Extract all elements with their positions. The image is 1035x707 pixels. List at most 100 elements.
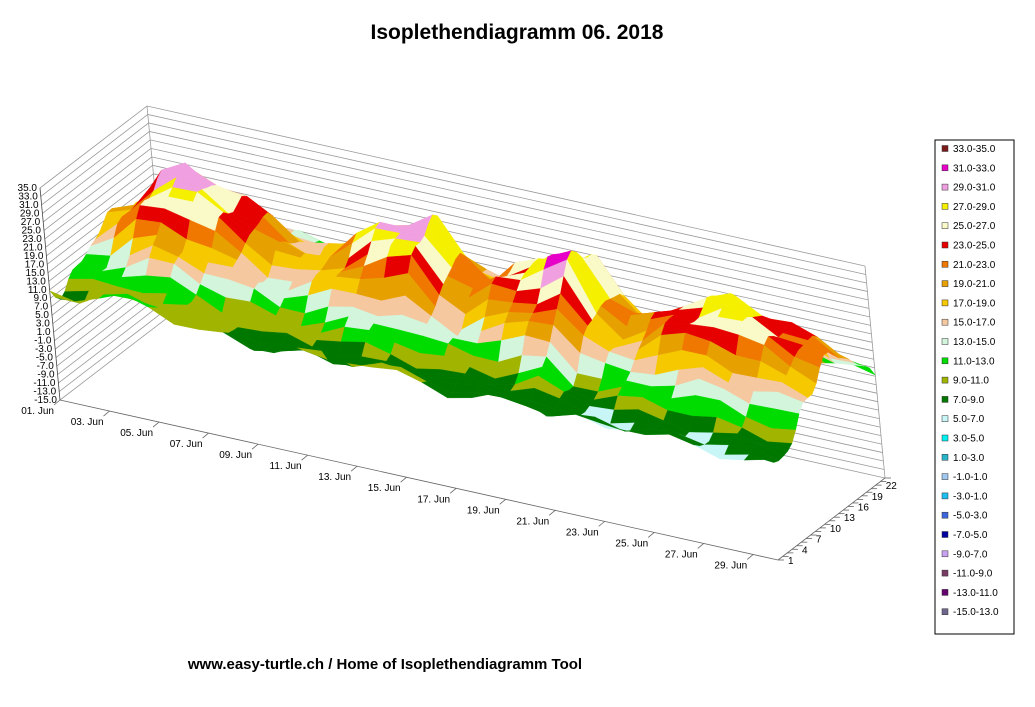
legend-swatch	[941, 550, 949, 558]
z-tick-label: 25.0	[22, 225, 42, 236]
z-axis-line	[39, 187, 61, 401]
legend-label: -1.0-1.0	[953, 472, 988, 483]
legend-label: 25.0-27.0	[953, 221, 996, 232]
x-tick-mark	[499, 499, 506, 505]
legend-swatch	[941, 145, 949, 152]
legend-swatch	[941, 492, 949, 500]
surface-cell	[64, 278, 94, 292]
surface-cell	[142, 275, 171, 294]
legend-swatch	[941, 511, 949, 519]
legend-label: -7.0-5.0	[953, 530, 988, 541]
z-tick-label: 11.0	[28, 285, 47, 296]
y-tick-label: 1	[788, 556, 794, 567]
x-tick-label: 17. Jun	[417, 494, 450, 505]
y-tick-label: 19	[872, 492, 884, 503]
surface-cell	[258, 331, 288, 344]
legend-swatch	[941, 299, 949, 307]
x-tick-label: 11. Jun	[270, 461, 302, 472]
surface-cell	[688, 415, 718, 434]
z-tick-label: 19.0	[24, 251, 44, 262]
legend-label: 9.0-11.0	[953, 376, 989, 387]
y-tick-label: 22	[886, 481, 898, 492]
z-tick-label: 17.0	[25, 259, 45, 270]
x-tick-label: 15. Jun	[368, 483, 401, 494]
x-tick-label: 27. Jun	[665, 549, 698, 560]
x-tick-label: 09. Jun	[219, 450, 252, 461]
z-tick-label: -13.0	[33, 387, 56, 398]
z-tick-label: 31.0	[19, 200, 39, 211]
legend-swatch	[941, 531, 949, 538]
z-tick-label: -1.0	[34, 336, 52, 347]
surface-cell	[610, 409, 639, 424]
legend-label: 19.0-21.0	[953, 279, 996, 290]
surface-cell	[447, 392, 477, 399]
x-tick-mark	[103, 410, 110, 417]
legend-label: 33.0-35.0	[953, 144, 996, 155]
z-tick-label: 1.0	[37, 327, 51, 338]
legend-label: 15.0-17.0	[953, 318, 996, 329]
z-tick-label: 5.0	[35, 310, 49, 321]
z-tick-label: -15.0	[34, 395, 57, 406]
legend-swatch	[941, 164, 949, 172]
x-tick-label: 21. Jun	[516, 516, 549, 527]
x-tick-label: 13. Jun	[318, 472, 351, 483]
z-tick-label: -9.0	[37, 370, 55, 381]
z-tick-label: 13.0	[26, 276, 46, 287]
x-tick-label: 19. Jun	[467, 505, 500, 516]
legend-label: 27.0-29.0	[953, 202, 996, 213]
surface-plot	[49, 162, 876, 463]
surface-cell	[719, 454, 750, 461]
legend-swatch	[941, 241, 949, 249]
x-tick-mark	[647, 532, 655, 538]
legend-label: 13.0-15.0	[953, 337, 996, 348]
z-tick-label: -3.0	[35, 344, 53, 355]
z-tick-label: -7.0	[37, 361, 55, 372]
legend-label: -5.0-3.0	[953, 511, 988, 522]
footer-text: www.easy-turtle.ch / Home of Isoplethend…	[187, 656, 582, 673]
x-tick-mark	[598, 521, 605, 527]
x-tick-label: 05. Jun	[120, 428, 153, 439]
legend-label: 31.0-33.0	[953, 163, 996, 174]
legend-swatch	[941, 357, 949, 365]
x-tick-mark	[202, 432, 209, 439]
legend-label: -3.0-1.0	[953, 491, 988, 502]
legend-label: 5.0-7.0	[953, 414, 985, 425]
x-tick-label: 03. Jun	[71, 417, 104, 428]
surface-cell	[508, 302, 538, 314]
x-tick-mark	[53, 399, 61, 406]
x-tick-label: 23. Jun	[566, 527, 599, 538]
z-tick-label: 35.0	[18, 183, 38, 194]
surface-cell	[337, 341, 366, 358]
surface-cell	[743, 454, 774, 463]
x-axis-line	[59, 399, 779, 561]
x-tick-mark	[301, 454, 308, 461]
legend-swatch	[941, 183, 949, 191]
z-tick-label: -5.0	[36, 353, 54, 364]
x-tick-mark	[746, 554, 754, 560]
legend-swatch	[941, 608, 949, 615]
legend-label: 17.0-19.0	[953, 298, 996, 309]
surface-cell	[724, 444, 754, 456]
z-tick-label: 3.0	[36, 319, 50, 330]
y-tick-label: 4	[802, 545, 808, 556]
legend-label: -13.0-11.0	[953, 588, 998, 599]
z-tick-label: 7.0	[34, 302, 48, 313]
z-tick-label: 23.0	[22, 234, 42, 245]
x-tick-label: 25. Jun	[615, 538, 648, 549]
x-tick-mark	[697, 543, 704, 549]
wall-edge	[864, 265, 886, 479]
legend-label: 23.0-25.0	[953, 241, 996, 252]
x-tick-label: 29. Jun	[714, 560, 747, 571]
surface-cell	[767, 428, 796, 444]
y-tick-label: 13	[844, 513, 856, 524]
z-tick-label: 29.0	[20, 208, 40, 219]
legend-swatch	[941, 280, 949, 287]
legend-swatch	[941, 454, 949, 461]
legend-swatch	[941, 261, 949, 268]
legend-label: 21.0-23.0	[953, 260, 996, 271]
legend-swatch	[941, 589, 949, 596]
x-tick-mark	[548, 510, 556, 516]
y-axis-line	[777, 477, 886, 561]
